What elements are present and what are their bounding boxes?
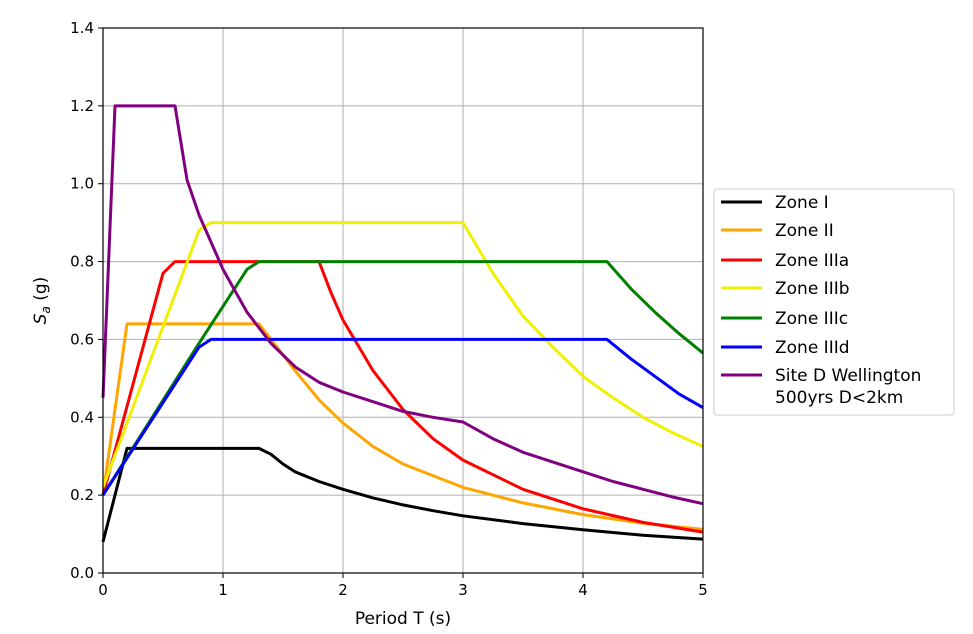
- series-line-zone-iiia: [101, 260, 704, 534]
- series-line-zone-iiic: [101, 260, 704, 496]
- legend-item-zone-i: Zone I: [721, 193, 829, 213]
- plot-frame: [102, 27, 704, 574]
- legend-item-zone-iiid: Zone IIId: [721, 338, 850, 358]
- legend-item-zone-ii: Zone II: [721, 221, 834, 241]
- x-tick-label: 2: [338, 581, 348, 599]
- legend-item-zone-iiia: Zone IIIa: [721, 251, 849, 271]
- legend-label: Zone IIIa: [775, 251, 849, 271]
- y-axis-label: Sa (g): [31, 277, 53, 325]
- legend-label: Site D Wellington: [775, 366, 921, 386]
- series-line-site-d-wellington-500yrs-d-2km: [101, 104, 704, 506]
- y-tick-label: 0.6: [70, 330, 94, 348]
- series-lines: [101, 104, 704, 543]
- legend-label: Zone IIIb: [775, 279, 850, 299]
- legend-label: 500yrs D<2km: [775, 388, 903, 408]
- legend-item-zone-iiic: Zone IIIc: [721, 309, 848, 329]
- y-axis-label-main: S: [31, 313, 51, 324]
- legend-label: Zone IIId: [775, 338, 850, 358]
- y-axis-label-subscript: a: [39, 306, 53, 313]
- legend-label: Zone IIIc: [775, 309, 848, 329]
- y-tick-label: 1.4: [70, 19, 94, 37]
- series-line-zone-iiib: [101, 221, 704, 488]
- x-axis-label: Period T (s): [355, 609, 451, 629]
- y-tick-label: 1.0: [70, 175, 94, 193]
- y-tick-label: 0.4: [70, 408, 94, 426]
- series-line-zone-iiid: [101, 337, 704, 496]
- legend-label: Zone I: [775, 193, 829, 213]
- y-tick-label: 0.0: [70, 564, 94, 582]
- series-line-zone-ii: [101, 322, 704, 531]
- x-tick-label: 1: [218, 581, 228, 599]
- legend: Zone I Zone II Zone IIIa Zone IIIb Zone IIIc…: [713, 188, 955, 416]
- x-tick-label: 4: [578, 581, 588, 599]
- x-tick-label: 5: [698, 581, 708, 599]
- y-axis-label-unit: (g): [31, 277, 51, 306]
- x-tick-label: 3: [458, 581, 468, 599]
- legend-label: Zone II: [775, 221, 834, 241]
- y-tick-label: 1.2: [70, 97, 94, 115]
- x-tick-label: 0: [98, 581, 108, 599]
- grid: [102, 27, 704, 574]
- y-tick-label: 0.2: [70, 486, 94, 504]
- y-tick-label: 0.8: [70, 253, 94, 271]
- series-line-zone-i: [101, 446, 704, 543]
- legend-item-zone-iiib: Zone IIIb: [721, 279, 850, 299]
- axis-ticks: 0 1 2 3 4 5 0.0 0.2 0.4 0.6 0.8 1.0 1.2 1.4: [70, 19, 708, 599]
- legend-box: [713, 188, 955, 416]
